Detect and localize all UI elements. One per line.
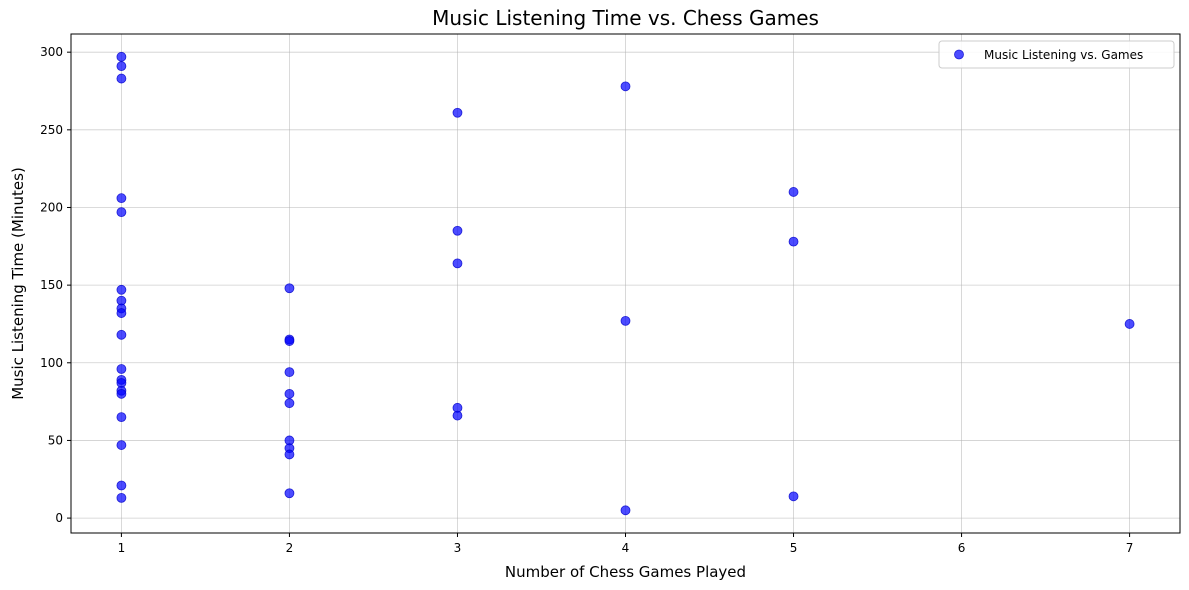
- legend-marker: [954, 49, 964, 60]
- y-tick-label: 50: [48, 433, 63, 447]
- y-tick-label: 0: [55, 511, 63, 525]
- data-points: [116, 51, 1135, 516]
- legend: Music Listening vs. Games: [938, 40, 1175, 69]
- data-point: [788, 491, 799, 502]
- x-tick-label: 3: [454, 541, 462, 555]
- data-point: [284, 449, 295, 460]
- data-point: [788, 187, 799, 197]
- legend-label: Music Listening vs. Games: [984, 48, 1143, 62]
- data-point: [116, 193, 127, 204]
- data-point: [116, 51, 127, 62]
- x-tick-label: 6: [958, 541, 966, 555]
- data-point: [116, 284, 127, 295]
- data-point: [452, 410, 463, 421]
- chart-title: Music Listening Time vs. Chess Games: [432, 6, 819, 30]
- data-point: [116, 364, 127, 374]
- data-point: [620, 315, 631, 326]
- data-point: [284, 367, 295, 378]
- data-point: [116, 412, 127, 423]
- data-point: [116, 73, 127, 84]
- data-point: [620, 505, 631, 516]
- x-tick-label: 4: [622, 541, 630, 555]
- data-point: [116, 329, 127, 340]
- x-tick-label: 2: [286, 541, 294, 555]
- y-tick-label: 150: [40, 278, 63, 292]
- data-point: [116, 440, 127, 450]
- y-tick-label: 300: [40, 45, 63, 59]
- data-point: [116, 308, 127, 318]
- data-point: [452, 225, 463, 236]
- axis-ticks: 1 2 3 4 5 6 7 0 50 100 150 200 250 300: [40, 45, 1133, 555]
- data-point: [620, 81, 631, 92]
- data-point: [116, 61, 127, 72]
- data-point: [116, 493, 127, 503]
- x-tick-label: 5: [790, 541, 798, 555]
- y-tick-label: 250: [40, 123, 63, 137]
- data-point: [788, 236, 799, 247]
- data-point: [452, 258, 463, 269]
- y-tick-label: 200: [40, 200, 63, 214]
- x-tick-label: 1: [118, 541, 126, 555]
- data-point: [116, 480, 127, 491]
- data-point: [452, 107, 463, 118]
- data-point: [284, 488, 295, 499]
- data-point: [284, 336, 295, 346]
- data-point: [116, 388, 127, 399]
- data-point: [284, 398, 295, 409]
- x-tick-label: 7: [1126, 541, 1134, 555]
- legend-box: [938, 40, 1175, 69]
- y-tick-label: 100: [40, 356, 63, 370]
- data-point: [116, 207, 127, 218]
- y-axis-label: Music Listening Time (Minutes): [9, 167, 27, 400]
- data-point: [284, 388, 295, 399]
- data-point: [1124, 319, 1135, 329]
- x-axis-label: Number of Chess Games Played: [505, 563, 746, 581]
- data-point: [284, 283, 295, 294]
